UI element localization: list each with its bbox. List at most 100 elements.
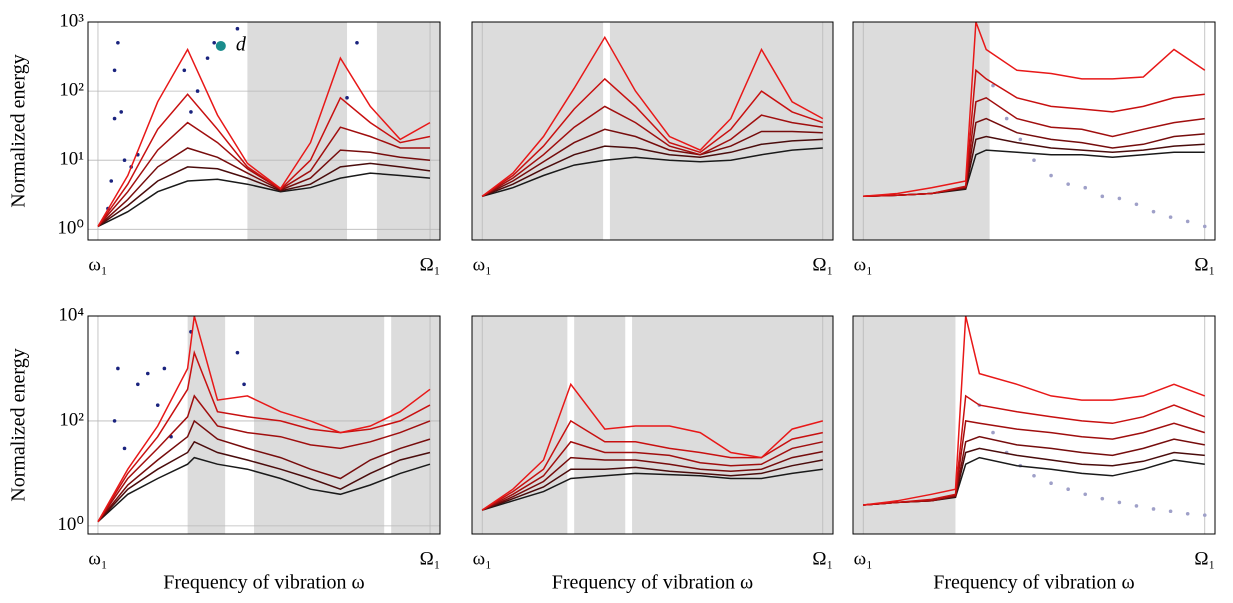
scatter-point bbox=[1083, 492, 1088, 497]
annotation-label: d bbox=[236, 34, 247, 56]
series-line bbox=[97, 162, 431, 228]
plot-frame bbox=[471, 21, 834, 241]
scatter-point bbox=[122, 158, 127, 162]
scatter-point bbox=[1004, 116, 1009, 121]
series-line bbox=[97, 47, 431, 227]
y-tick-label: 10⁰ bbox=[57, 218, 84, 239]
x-tick-label: ω₁ bbox=[88, 548, 107, 569]
series-line bbox=[97, 121, 430, 227]
series-line bbox=[863, 22, 1206, 198]
series-line bbox=[97, 349, 431, 523]
scatter-point bbox=[162, 366, 167, 371]
series-line bbox=[863, 420, 1206, 506]
x-tick-label: Ω₁ bbox=[420, 254, 441, 275]
series-line bbox=[97, 316, 431, 523]
scatter-point bbox=[235, 26, 240, 31]
shaded-band bbox=[853, 22, 990, 240]
scatter-point bbox=[1083, 185, 1088, 190]
series-line bbox=[481, 138, 823, 197]
scatter-point bbox=[355, 41, 359, 45]
scatter-point bbox=[1049, 481, 1053, 486]
scatter-point bbox=[212, 41, 216, 45]
scatter-point bbox=[1018, 137, 1023, 142]
shaded-band bbox=[574, 316, 626, 534]
scatter-point bbox=[195, 89, 200, 93]
scatter-point bbox=[112, 116, 117, 121]
series-line bbox=[863, 316, 1206, 506]
scatter-point bbox=[235, 350, 240, 355]
y-axis-label: Normalized energy bbox=[8, 54, 30, 207]
series-line bbox=[97, 93, 431, 227]
shaded-band bbox=[391, 316, 440, 534]
x-tick-label: ω₁ bbox=[473, 548, 492, 569]
shaded-band bbox=[247, 22, 348, 240]
series-line bbox=[481, 450, 823, 511]
series-line bbox=[97, 147, 431, 227]
scatter-point bbox=[116, 366, 120, 371]
x-tick-label: Ω₁ bbox=[812, 548, 833, 569]
series-line bbox=[97, 440, 431, 523]
series-line bbox=[481, 147, 823, 198]
scatter-point bbox=[1202, 224, 1207, 229]
series-line bbox=[481, 35, 824, 197]
scatter-point bbox=[1185, 511, 1190, 516]
scatter-point bbox=[242, 382, 246, 387]
shaded-band bbox=[472, 316, 568, 534]
scatter-point bbox=[1151, 507, 1156, 511]
series-line bbox=[481, 382, 823, 511]
series-line bbox=[97, 172, 431, 228]
series-line bbox=[97, 419, 431, 523]
series-line bbox=[481, 459, 823, 511]
shaded-band bbox=[376, 22, 440, 240]
scatter-point bbox=[1117, 500, 1122, 505]
scatter-point bbox=[991, 430, 995, 435]
x-tick-label: ω₁ bbox=[854, 254, 873, 275]
scatter-point bbox=[109, 179, 114, 183]
shaded-band bbox=[632, 316, 833, 534]
scatter-point bbox=[189, 110, 193, 114]
x-tick-label: Ω₁ bbox=[1194, 548, 1215, 569]
scatter-point bbox=[1134, 504, 1139, 508]
x-tick-label: ω₁ bbox=[854, 548, 873, 569]
series-line bbox=[481, 468, 823, 511]
plot-frame bbox=[87, 21, 441, 241]
scatter-point bbox=[1168, 215, 1173, 219]
plot-frame bbox=[852, 21, 1216, 241]
scatter-point bbox=[112, 68, 117, 73]
series-line bbox=[97, 456, 431, 523]
scatter-point bbox=[122, 446, 127, 451]
x-tick-label: ω₁ bbox=[88, 254, 107, 275]
x-tick-label: ω₁ bbox=[473, 254, 492, 275]
series-line bbox=[481, 440, 823, 511]
panel bbox=[853, 22, 1207, 240]
scatter-point bbox=[182, 68, 187, 73]
y-tick-label: 10⁰ bbox=[57, 514, 84, 535]
scatter-point bbox=[1066, 487, 1070, 491]
y-tick-label: 10⁴ bbox=[58, 304, 84, 325]
series-line bbox=[863, 394, 1206, 506]
panel bbox=[472, 316, 833, 534]
scatter-point bbox=[1032, 474, 1036, 478]
panel bbox=[472, 22, 833, 240]
scatter-point bbox=[116, 41, 120, 45]
x-axis-label: Frequency of vibration ω bbox=[933, 572, 1134, 594]
scatter-point bbox=[1185, 219, 1190, 224]
series-line bbox=[481, 419, 823, 511]
plot-frame bbox=[87, 315, 441, 535]
scatter-point bbox=[1151, 209, 1156, 214]
shaded-band bbox=[609, 22, 833, 240]
y-tick-label: 10² bbox=[59, 409, 84, 430]
x-tick-label: Ω₁ bbox=[812, 254, 833, 275]
y-tick-label: 10¹ bbox=[59, 149, 84, 170]
x-tick-label: Ω₁ bbox=[420, 548, 441, 569]
x-axis-label: Frequency of vibration ω bbox=[163, 572, 364, 594]
scatter-point bbox=[205, 56, 210, 60]
series-line bbox=[481, 105, 823, 197]
panel bbox=[88, 316, 440, 534]
scatter-point bbox=[1134, 202, 1139, 207]
scatter-point bbox=[112, 419, 117, 423]
scatter-point bbox=[1100, 496, 1105, 501]
scatter-point bbox=[1202, 513, 1207, 517]
series-line bbox=[97, 394, 431, 523]
